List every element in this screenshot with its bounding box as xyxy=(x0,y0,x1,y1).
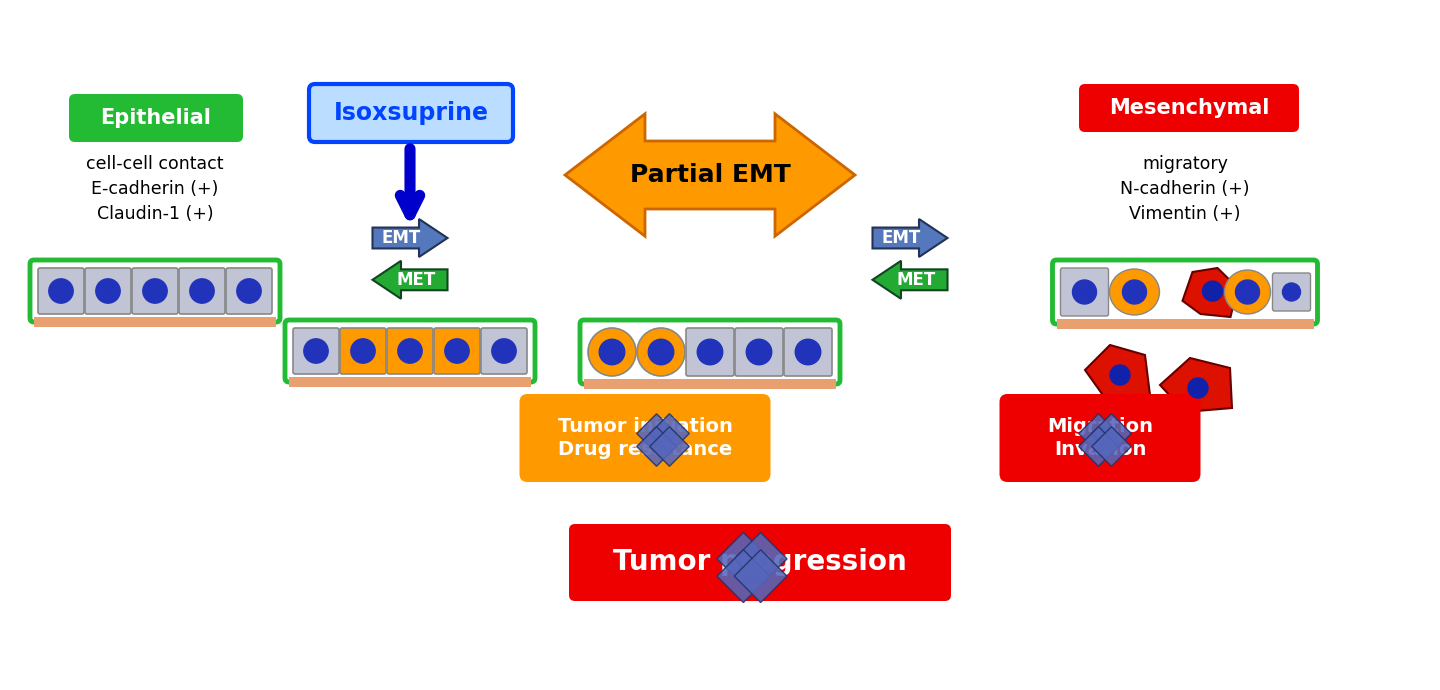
FancyBboxPatch shape xyxy=(132,268,179,314)
Circle shape xyxy=(304,339,328,363)
Circle shape xyxy=(96,279,120,303)
FancyBboxPatch shape xyxy=(69,94,243,142)
Polygon shape xyxy=(1084,345,1151,405)
Bar xyxy=(289,377,531,387)
Text: MET: MET xyxy=(396,270,436,289)
Circle shape xyxy=(599,339,625,365)
Polygon shape xyxy=(1161,358,1233,412)
Text: cell-cell contact
E-cadherin (+)
Claudin-1 (+): cell-cell contact E-cadherin (+) Claudin… xyxy=(86,155,223,223)
Polygon shape xyxy=(734,533,788,585)
Polygon shape xyxy=(717,550,770,602)
FancyBboxPatch shape xyxy=(292,328,338,374)
FancyBboxPatch shape xyxy=(1273,273,1310,311)
FancyBboxPatch shape xyxy=(37,268,84,314)
Ellipse shape xyxy=(588,328,636,376)
Polygon shape xyxy=(636,414,677,453)
FancyBboxPatch shape xyxy=(433,328,480,374)
FancyBboxPatch shape xyxy=(685,328,734,376)
Circle shape xyxy=(1202,281,1223,301)
Text: Mesenchymal: Mesenchymal xyxy=(1109,98,1269,118)
FancyBboxPatch shape xyxy=(85,268,131,314)
Circle shape xyxy=(236,279,261,303)
Text: Migration
Invasion: Migration Invasion xyxy=(1047,417,1153,460)
FancyBboxPatch shape xyxy=(226,268,272,314)
FancyBboxPatch shape xyxy=(387,328,433,374)
Text: EMT: EMT xyxy=(382,229,420,247)
Ellipse shape xyxy=(636,328,685,376)
FancyArrow shape xyxy=(873,219,948,257)
Bar xyxy=(35,317,276,327)
FancyArrow shape xyxy=(373,261,448,299)
FancyBboxPatch shape xyxy=(783,328,832,376)
FancyBboxPatch shape xyxy=(179,268,225,314)
Text: Epithelial: Epithelial xyxy=(101,108,212,128)
Text: EMT: EMT xyxy=(881,229,920,247)
Bar xyxy=(585,379,837,389)
Circle shape xyxy=(1123,280,1146,304)
Circle shape xyxy=(351,339,376,363)
Text: Partial EMT: Partial EMT xyxy=(629,163,791,187)
Ellipse shape xyxy=(1109,269,1159,315)
Circle shape xyxy=(697,339,723,365)
Circle shape xyxy=(492,339,516,363)
Circle shape xyxy=(1110,365,1130,385)
Circle shape xyxy=(1188,378,1208,398)
FancyBboxPatch shape xyxy=(310,84,513,142)
Polygon shape xyxy=(649,426,690,466)
Text: Tumor initiation
Drug resistance: Tumor initiation Drug resistance xyxy=(557,417,733,460)
Circle shape xyxy=(445,339,469,363)
Polygon shape xyxy=(717,533,770,585)
Circle shape xyxy=(190,279,215,303)
Polygon shape xyxy=(1092,426,1132,466)
FancyBboxPatch shape xyxy=(481,328,527,374)
Text: MET: MET xyxy=(896,270,936,289)
FancyBboxPatch shape xyxy=(520,394,770,482)
FancyBboxPatch shape xyxy=(734,328,783,376)
Polygon shape xyxy=(636,426,677,466)
Text: Isoxsuprine: Isoxsuprine xyxy=(334,101,488,125)
FancyBboxPatch shape xyxy=(1060,268,1109,316)
Circle shape xyxy=(746,339,772,365)
FancyBboxPatch shape xyxy=(569,524,950,601)
Polygon shape xyxy=(1182,268,1237,317)
FancyArrow shape xyxy=(373,219,448,257)
Bar xyxy=(1057,319,1313,329)
Polygon shape xyxy=(1079,426,1119,466)
FancyBboxPatch shape xyxy=(1079,84,1299,132)
Polygon shape xyxy=(1079,414,1119,453)
Circle shape xyxy=(1283,283,1300,301)
Ellipse shape xyxy=(1224,270,1270,314)
Text: migratory
N-cadherin (+)
Vimentin (+): migratory N-cadherin (+) Vimentin (+) xyxy=(1120,155,1250,223)
Circle shape xyxy=(143,279,167,303)
Polygon shape xyxy=(564,114,855,236)
Polygon shape xyxy=(649,414,690,453)
Circle shape xyxy=(1073,280,1096,304)
Text: Tumor progression: Tumor progression xyxy=(613,549,907,577)
Circle shape xyxy=(795,339,821,365)
Circle shape xyxy=(648,339,674,365)
FancyBboxPatch shape xyxy=(999,394,1201,482)
Circle shape xyxy=(1236,280,1260,304)
Polygon shape xyxy=(1092,414,1132,453)
FancyArrow shape xyxy=(873,261,948,299)
Polygon shape xyxy=(734,550,788,602)
Circle shape xyxy=(397,339,422,363)
FancyBboxPatch shape xyxy=(340,328,386,374)
Circle shape xyxy=(49,279,73,303)
